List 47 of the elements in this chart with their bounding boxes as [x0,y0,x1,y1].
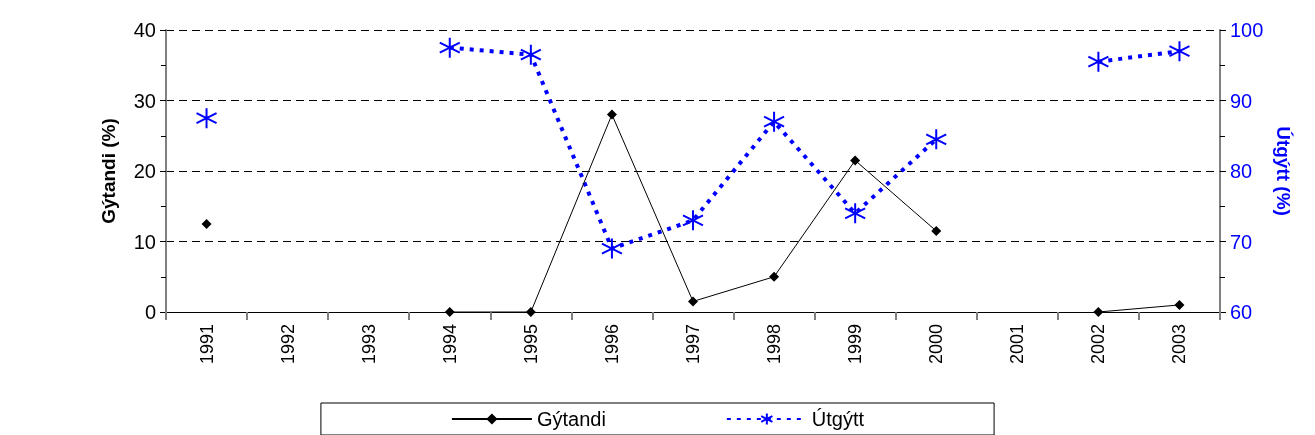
point [1087,50,1110,73]
point [931,225,942,236]
x-tick-label: 1994 [439,324,460,365]
point [201,218,212,229]
y-tick-label: 40 [133,19,156,41]
legend-label: Gýtandi [536,408,606,430]
x-tick-label: 1992 [277,324,298,365]
point [850,155,861,166]
x-tick-label: 2003 [1169,324,1190,365]
y2-tick-label: 80 [1230,160,1253,182]
y-axis-title: Gýtandi (%) [98,118,119,224]
point [600,237,623,260]
y-tick-label: 10 [133,230,156,253]
y2-tick-label: 70 [1230,230,1253,253]
x-tick-label: 1996 [601,324,622,365]
point [525,307,536,317]
point [925,128,948,151]
y2-tick-label: 90 [1230,89,1253,112]
y-tick-label: 20 [133,160,156,182]
point [1174,299,1185,310]
y2-tick-label: 60 [1230,301,1253,323]
point [1168,40,1191,63]
x-tick-label: 1991 [196,324,217,365]
x-tick-label: 1999 [845,324,866,365]
x-tick-label: 1995 [520,324,541,365]
point [1093,307,1104,317]
point [763,110,786,133]
point [606,109,617,120]
y-tick-label: 0 [144,301,156,323]
point [769,271,780,282]
x-tick-label: 1998 [764,324,785,365]
x-tick-label: 2002 [1088,324,1109,365]
point [682,209,704,232]
point [688,296,698,307]
point [519,43,542,66]
y2-tick-label: 100 [1230,19,1264,41]
point [444,307,455,317]
x-tick-label: 2001 [1007,324,1028,365]
point [195,107,218,130]
x-tick-label: 2000 [926,324,947,365]
y2-axis-title: Útgýtt (%) [1273,126,1295,216]
legend-label: Útgýtt [811,408,865,430]
point [844,202,867,225]
y-tick-label: 30 [133,89,156,112]
x-tick-label: 1997 [683,324,703,365]
point [438,36,461,59]
x-tick-label: 1993 [358,324,379,365]
